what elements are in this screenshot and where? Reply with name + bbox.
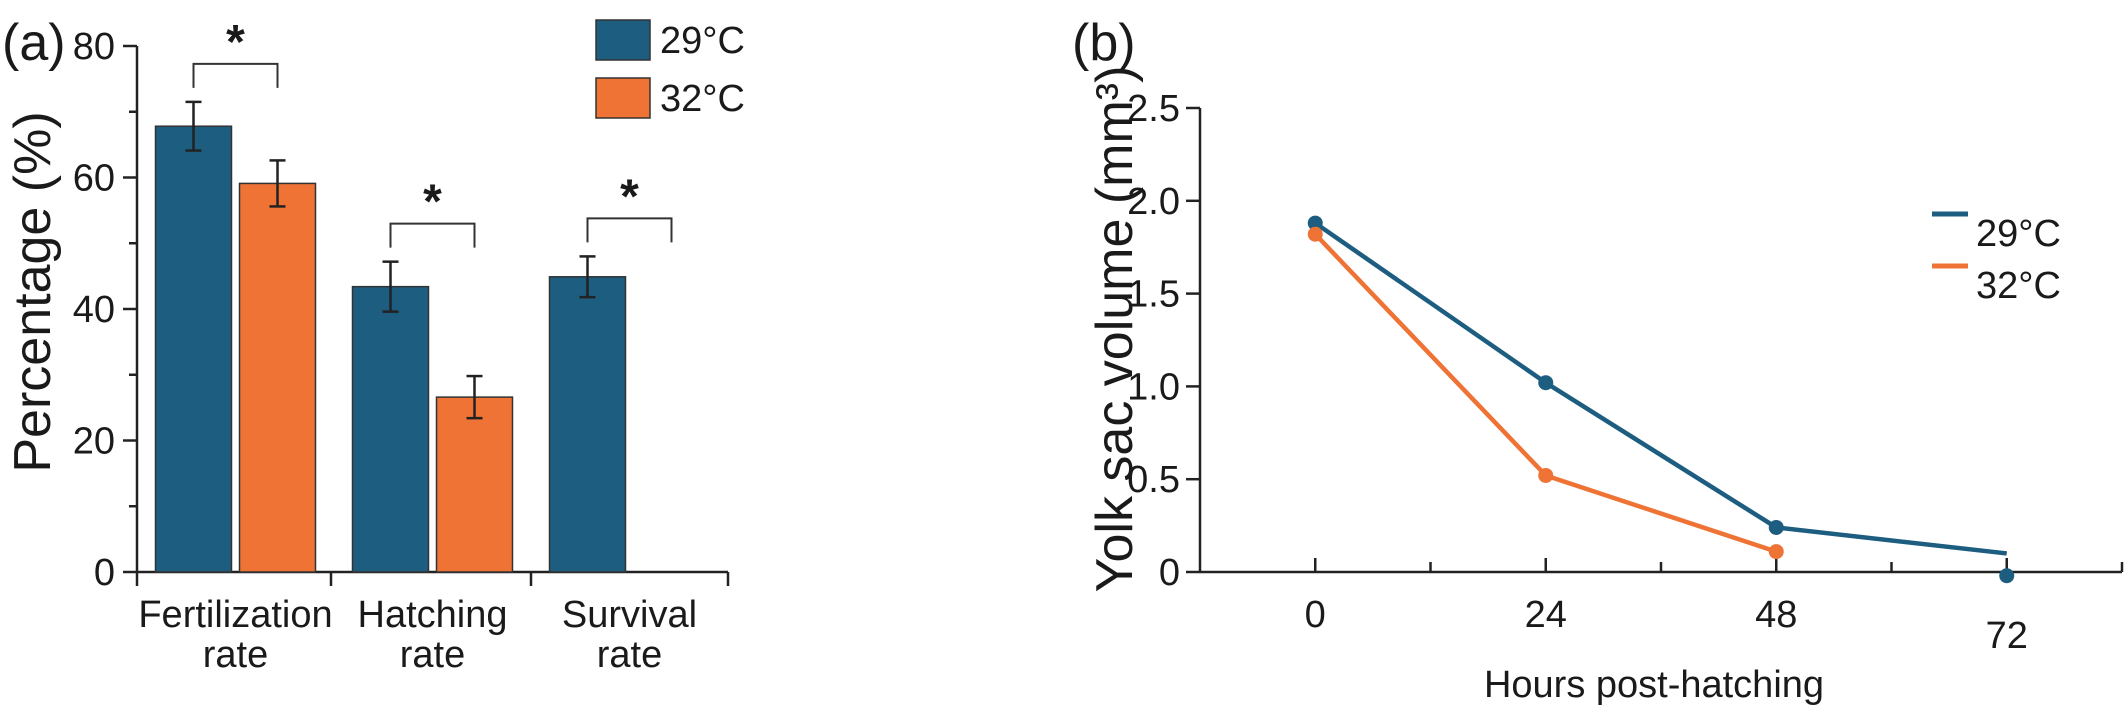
panel-b-y-tick-label: 1.5 [1127,274,1180,316]
panel-b-x-tick-label: 24 [1525,594,1567,636]
panel-a-label: (a) [2,14,66,72]
panel-b-legend-label: 32°C [1976,265,2061,307]
panel-b-series-line [1313,221,2008,556]
panel-a-legend-label: 32°C [660,78,745,120]
panel-a-legend-swatch [595,19,651,61]
panel-b-x-tick-label: 48 [1755,594,1797,636]
panel-a-category-label: rate [203,634,268,676]
panel-b-y-tick-label: 2.5 [1127,88,1180,130]
panel-b-y-tick-label: 0 [1159,552,1180,594]
panel-a-category-label: Fertilization [138,594,332,636]
panel-a-significance-bracket [586,217,673,243]
panel-a-bar [351,285,430,573]
panel-b-y-tick-label: 2.0 [1127,181,1180,223]
panel-a-bar [548,276,627,573]
panel-a-y-tick-label: 60 [73,158,115,200]
panel-b-data-point [1768,544,1784,560]
panel-a-legend-swatch [595,77,651,119]
panel-a-bar-chart: (a) Percentage (%) 0 20 40 60 80 Fertilizatio… [2,14,745,676]
panel-a-significance-bracket [389,222,476,248]
panel-b-data-point [1768,519,1784,535]
panel-a-bar [435,396,514,573]
panel-a-significance: * * * [192,16,673,248]
panel-a-legend: 29°C 32°C [595,19,745,120]
panel-b-data-point [1307,215,1323,231]
panel-b-y-axis-title: Yolk sac volume (mm³) [1086,66,1144,593]
panel-a-category-label: Survival [562,594,697,636]
panel-a-significance-bracket [192,62,279,88]
panel-b-lines [1307,215,2015,584]
panel-b-x-axis-title: Hours post-hatching [1484,664,1824,706]
panel-b-legend-label: 29°C [1976,213,2061,255]
panel-a-category-label: rate [597,634,662,676]
panel-a-category-label: Hatching [358,594,508,636]
panel-b-data-point [1538,375,1554,391]
panel-b-axes: 0 0.5 1.0 1.5 2.0 2.5 0 24 48 72 [1127,88,2124,657]
panel-a-category-label: rate [400,634,465,676]
panel-a-legend-label: 29°C [660,20,745,62]
panel-b-x-tick-label: 72 [1986,615,2028,657]
panel-b-y-tick-label: 1.0 [1127,366,1180,408]
panel-a-y-tick-label: 0 [94,552,115,594]
panel-a-significance-star: * [620,170,639,223]
panel-a-bars [154,100,627,573]
panel-b-data-point [1538,467,1554,483]
panel-a-y-axis-title: Percentage (%) [4,111,62,472]
panel-b-series-line [1313,232,1777,554]
panel-b-legend: 29°C 32°C [1932,211,2061,307]
panel-b-line-chart: (b) Yolk sac volume (mm³) Hours post-hat… [1072,14,2124,706]
panel-a-y-tick-label: 20 [73,421,115,463]
panel-a-significance-star: * [423,176,442,229]
panel-b-data-point [1307,226,1323,242]
panel-b-data-point [1999,568,2015,584]
panel-a-y-tick-label: 80 [73,26,115,68]
panel-a-y-tick-label: 40 [73,289,115,331]
panel-a-bar [238,182,317,573]
panel-a-bar [154,125,233,573]
panel-b-label: (b) [1072,14,1136,72]
panel-a-axes: 020406080FertilizationrateHatchingrateSu… [73,26,730,676]
panel-b-y-tick-label: 0.5 [1127,459,1180,501]
panel-a-significance-star: * [226,16,245,69]
panel-b-x-tick-label: 0 [1305,594,1326,636]
